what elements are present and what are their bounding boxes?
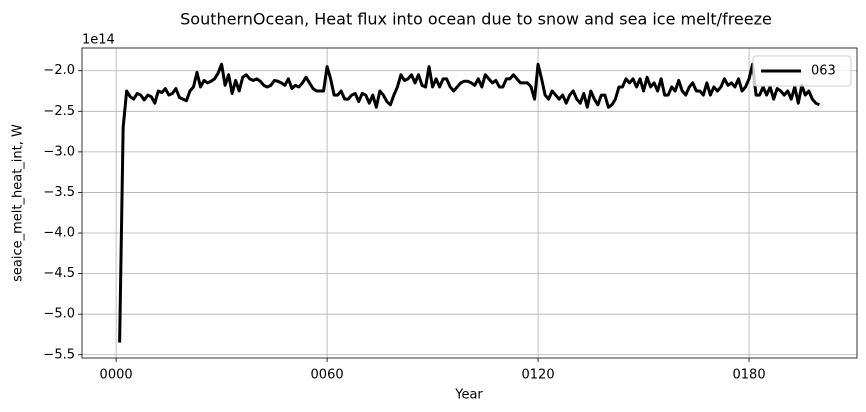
chart-title: SouthernOcean, Heat flux into ocean due … — [180, 10, 772, 29]
data-line — [118, 62, 821, 343]
y-tick-label: −5.0 — [43, 307, 75, 322]
x-tick-label: 0120 — [522, 368, 555, 383]
y-tick-label: −2.5 — [43, 104, 75, 119]
plot-frame — [81, 47, 858, 359]
x-tick-label: 0000 — [100, 368, 133, 383]
x-tick-label: 0060 — [311, 368, 344, 383]
y-tick-label: −4.5 — [43, 266, 75, 281]
legend-box — [752, 55, 852, 87]
y-tick-label: −3.5 — [43, 185, 75, 200]
x-axis-label: Year — [454, 388, 483, 403]
y-axis-label: seaice_melt_heat_int, W — [11, 124, 26, 282]
y-tick-label: −4.0 — [43, 226, 75, 241]
y-tick-label: −5.5 — [43, 347, 75, 362]
y-tick-label: −2.0 — [43, 63, 75, 78]
y-offset-label: 1e14 — [82, 33, 115, 48]
y-tick-label: −3.0 — [43, 144, 75, 159]
legend-label: 063 — [811, 64, 836, 79]
x-tick-label: 0180 — [733, 368, 766, 383]
